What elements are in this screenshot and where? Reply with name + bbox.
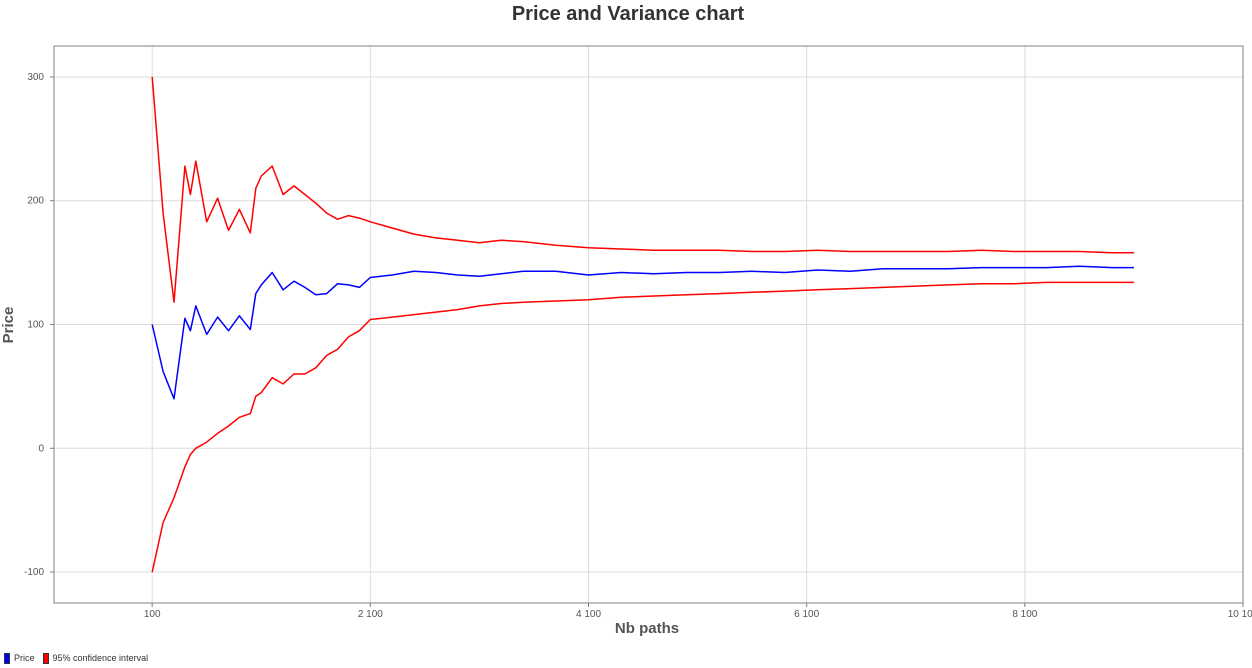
y-tick-label: -100	[24, 567, 44, 578]
legend-item-confidence-interval[interactable]: 95% confidence interval	[42, 652, 149, 664]
y-tick-label: 200	[27, 196, 44, 207]
x-tick-label: 100	[144, 609, 161, 620]
legend-swatch-confidence-interval	[42, 652, 49, 664]
x-tick-label: 4 100	[576, 609, 601, 620]
legend-swatch-price	[4, 652, 10, 664]
series-line-upper-bound	[151, 76, 1134, 303]
chart-title: Price and Variance chart	[512, 3, 745, 25]
x-axis-title: Nb paths	[615, 620, 679, 637]
price-variance-chart: Price and Variance chart 100 2 100 4 100 6 …	[0, 3, 1252, 637]
x-tick-label: 6 100	[794, 609, 819, 620]
x-tick-label: 8 100	[1012, 609, 1037, 620]
legend-label-confidence-interval: 95% confidence interval	[52, 653, 149, 663]
x-tick-label: 10 100	[1228, 609, 1252, 620]
series-line-lower-bound	[151, 281, 1134, 573]
y-axis-title: Price	[0, 307, 17, 344]
y-tick-label: 100	[27, 320, 44, 331]
legend-item-price[interactable]: Price	[4, 652, 35, 664]
legend-label-price: Price	[14, 653, 35, 663]
series-line-price	[151, 265, 1134, 400]
axis-ticks: 100 2 100 4 100 6 100 8 100 10 100 -100 0 100 200…	[24, 72, 1252, 620]
legend: Price 95% confidence interval	[4, 651, 148, 665]
y-tick-label: 0	[38, 443, 44, 454]
series-lines	[151, 76, 1134, 573]
x-tick-label: 2 100	[358, 609, 383, 620]
y-tick-label: 300	[27, 72, 44, 83]
